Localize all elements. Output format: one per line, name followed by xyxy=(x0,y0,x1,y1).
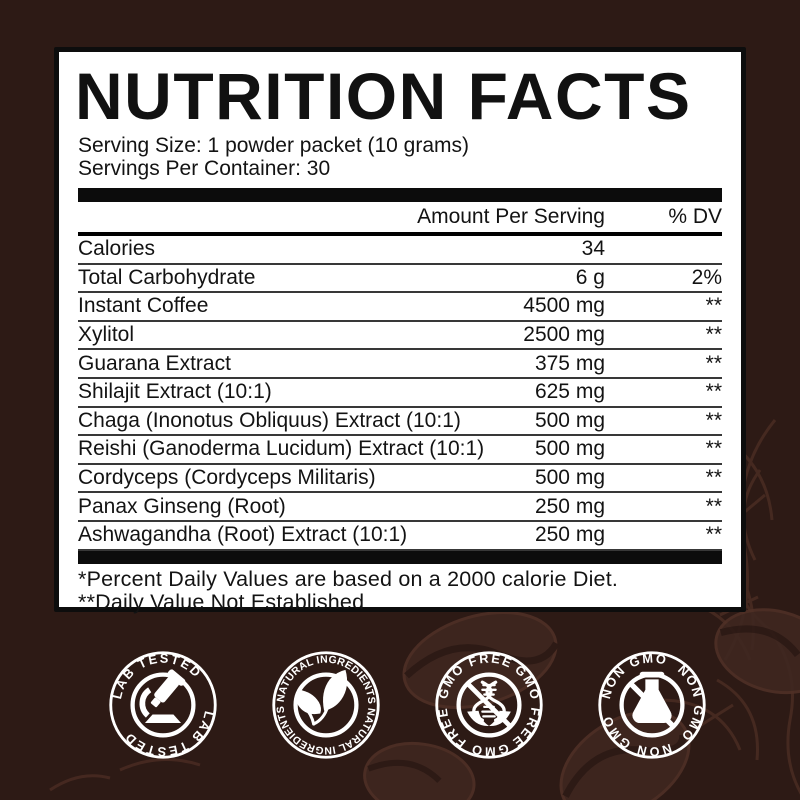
badge-inner-ring xyxy=(130,672,196,738)
nutrient-dv: ** xyxy=(705,494,722,518)
badge-ring-text: LAB TESTED LAB TESTED xyxy=(109,651,217,760)
nutrient-dv: ** xyxy=(705,437,722,461)
nutrient-name: Shilajit Extract (10:1) xyxy=(78,380,272,404)
nutrient-dv: 2% xyxy=(691,265,722,289)
table-row: Panax Ginseng (Root) 250 mg ** xyxy=(78,493,722,522)
badge-lab-tested: LAB TESTED LAB TESTED xyxy=(106,648,220,762)
table-row: Shilajit Extract (10:1) 625 mg ** xyxy=(78,379,722,408)
nutrient-dv: ** xyxy=(705,380,722,404)
nutrient-amount: 2500 mg xyxy=(523,323,605,347)
nutrition-facts-panel: NUTRITION FACTS Serving Size: 1 powder p… xyxy=(54,47,746,614)
divider-bar-top xyxy=(78,188,722,202)
nutrient-name: Calories xyxy=(78,237,156,261)
nutrient-amount: 250 mg xyxy=(534,523,605,547)
table-row: Total Carbohydrate 6 g 2% xyxy=(78,265,722,294)
nutrient-dv: ** xyxy=(705,351,722,375)
leaves-icon xyxy=(295,669,348,726)
page-title: NUTRITION FACTS xyxy=(75,59,692,133)
table-row: Instant Coffee 4500 mg ** xyxy=(78,293,722,322)
nutrient-name: Cordyceps (Cordyceps Militaris) xyxy=(78,466,376,490)
nutrient-dv: ** xyxy=(705,466,722,490)
badge-outer-ring xyxy=(272,651,380,759)
table-row: Guarana Extract 375 mg ** xyxy=(78,350,722,379)
header-amount-per-serving: Amount Per Serving xyxy=(417,205,605,228)
certification-badges: LAB TESTED LAB TESTED NATURAL xyxy=(0,648,800,762)
footnote-daily-values: *Percent Daily Values are based on a 200… xyxy=(78,566,619,591)
nutrient-amount: 250 mg xyxy=(534,494,605,518)
nutrient-dv: ** xyxy=(705,523,722,547)
nutrient-amount: 34 xyxy=(581,237,605,261)
nutrient-name: Total Carbohydrate xyxy=(78,265,256,289)
table-header-row: Amount Per Serving % DV xyxy=(78,202,722,236)
nutrition-table: Calories 34 Total Carbohydrate 6 g 2% In… xyxy=(78,236,722,551)
nutrient-name: Reishi (Ganoderma Lucidum) Extract (10:1… xyxy=(78,437,485,461)
dna-crossed-icon xyxy=(467,680,511,726)
nutrient-dv: ** xyxy=(705,408,722,432)
nutrient-amount: 500 mg xyxy=(534,437,605,461)
nutrient-name: Instant Coffee xyxy=(78,294,209,318)
table-row: Cordyceps (Cordyceps Militaris) 500 mg *… xyxy=(78,465,722,494)
nutrient-name: Chaga (Inonotus Obliquus) Extract (10:1) xyxy=(78,408,461,432)
servings-per-container-text: Servings Per Container: 30 xyxy=(78,157,331,180)
nutrient-amount: 500 mg xyxy=(534,466,605,490)
header-percent-dv: % DV xyxy=(668,205,722,228)
nutrient-amount: 4500 mg xyxy=(523,294,605,318)
badge-outer-ring xyxy=(598,651,706,759)
table-row: Ashwagandha (Root) Extract (10:1) 250 mg… xyxy=(78,522,722,551)
footnote-dv-not-established: **Daily Value Not Established xyxy=(78,589,365,614)
nutrient-name: Guarana Extract xyxy=(78,351,231,375)
badge-outer-ring xyxy=(109,651,217,759)
footnotes: *Percent Daily Values are based on a 200… xyxy=(78,566,722,614)
flask-crossed-icon xyxy=(632,671,672,724)
badge-non-gmo: NON GMO NON GMO NON GMO xyxy=(595,648,709,762)
badge-gmo-free: GMO FREE GMO FREE GMO FREE xyxy=(432,648,546,762)
table-row: Chaga (Inonotus Obliquus) Extract (10:1)… xyxy=(78,408,722,437)
badge-inner-ring xyxy=(456,672,522,738)
nutrient-amount: 500 mg xyxy=(534,408,605,432)
table-row: Xylitol 2500 mg ** xyxy=(78,322,722,351)
nutrient-dv: ** xyxy=(705,294,722,318)
nutrient-name: Ashwagandha (Root) Extract (10:1) xyxy=(78,523,408,547)
nutrient-dv: ** xyxy=(705,323,722,347)
badge-outer-ring xyxy=(435,651,543,759)
badge-inner-ring xyxy=(293,672,359,738)
microscope-icon xyxy=(139,669,186,724)
badge-natural-ingredients: NATURAL INGREDIENTS NATURAL INGREDIENTS xyxy=(269,648,383,762)
nutrient-amount: 625 mg xyxy=(534,380,605,404)
nutrient-name: Xylitol xyxy=(78,323,135,347)
table-row: Calories 34 xyxy=(78,236,722,265)
divider-bar-bottom xyxy=(78,550,722,564)
nutrient-name: Panax Ginseng (Root) xyxy=(78,494,286,518)
table-row: Reishi (Ganoderma Lucidum) Extract (10:1… xyxy=(78,436,722,465)
nutrient-amount: 6 g xyxy=(575,265,605,289)
serving-size-text: Serving Size: 1 powder packet (10 grams) xyxy=(78,134,470,157)
nutrient-amount: 375 mg xyxy=(534,351,605,375)
